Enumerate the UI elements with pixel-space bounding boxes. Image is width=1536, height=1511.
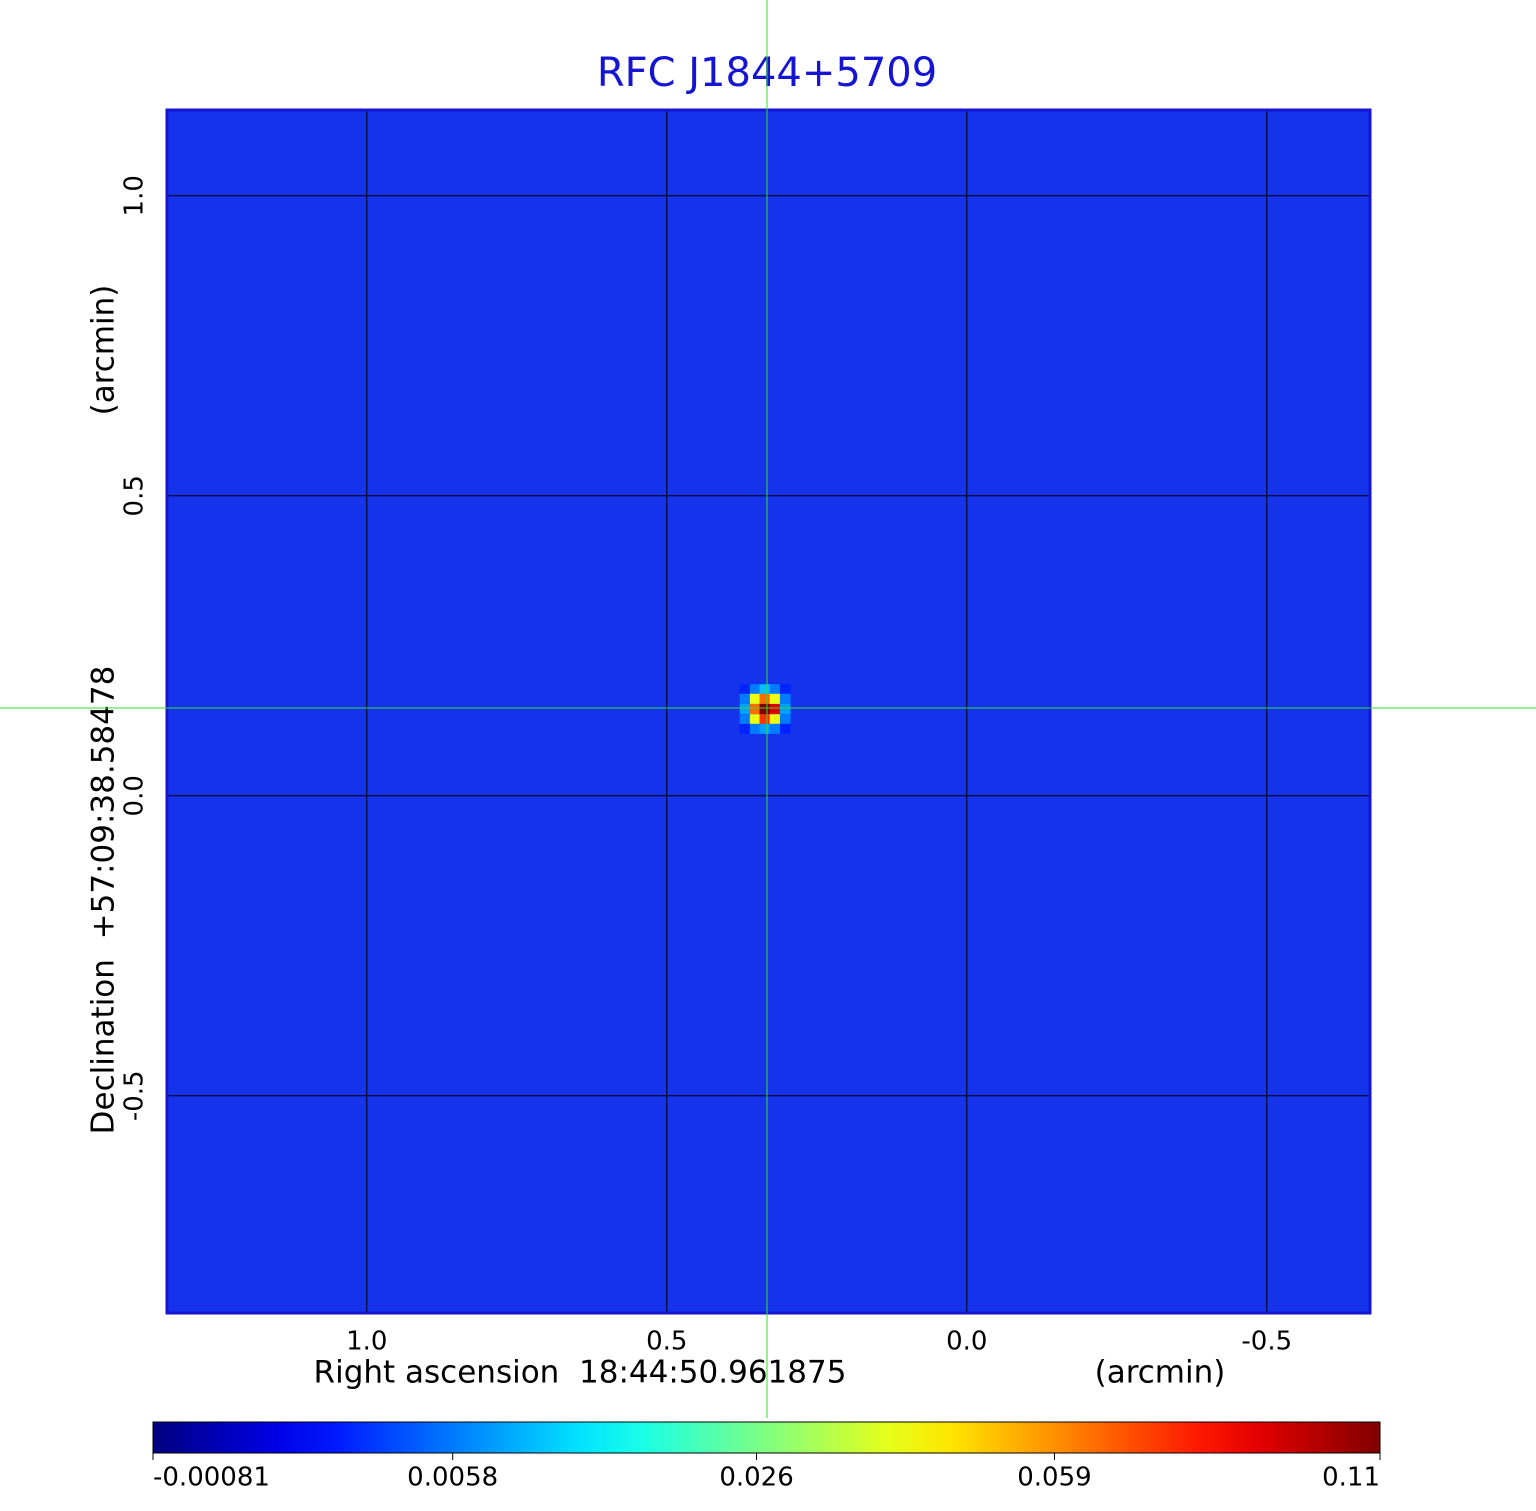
colorbar-tick-label: 0.0058 — [407, 1463, 498, 1493]
colorbar-tick-label: -0.00081 — [153, 1463, 270, 1493]
image-pixel — [749, 704, 761, 715]
image-pixel — [749, 684, 761, 695]
y-tick-label: 1.0 — [120, 175, 150, 216]
image-pixel — [779, 704, 791, 715]
image-pixel — [739, 684, 751, 695]
image-pixel — [759, 723, 771, 734]
x-axis-label: Right ascension 18:44:50.961875 — [314, 1355, 847, 1391]
colorbar — [152, 1421, 1381, 1454]
image-pixel — [759, 693, 771, 704]
colorbar-tick-label: 0.059 — [1017, 1463, 1091, 1493]
y-tick-label: 0.5 — [120, 475, 150, 516]
image-pixel — [739, 704, 751, 715]
x-axis-unit: (arcmin) — [1095, 1355, 1226, 1391]
y-axis-unit: (arcmin) — [86, 285, 122, 416]
image-pixel — [779, 723, 791, 734]
y-axis-label: Declination +57:09:38.58478 — [86, 666, 122, 1135]
image-pixel — [749, 723, 761, 734]
image-pixel — [739, 714, 751, 725]
image-pixel — [749, 714, 761, 725]
y-tick-label: -0.5 — [120, 1070, 150, 1121]
image-pixel — [759, 714, 771, 725]
x-tick-label: 0.5 — [646, 1327, 687, 1357]
image-pixel — [779, 714, 791, 725]
image-pixel — [739, 723, 751, 734]
image-pixel — [769, 714, 781, 725]
plot-frame — [165, 108, 1372, 1315]
x-tick-label: -0.5 — [1241, 1327, 1292, 1357]
image-pixel — [739, 693, 751, 704]
image-pixel — [769, 723, 781, 734]
colorbar-tick-label: 0.11 — [1322, 1463, 1380, 1493]
x-tick-label: 0.0 — [946, 1327, 987, 1357]
colorbar-tick-label: 0.026 — [719, 1463, 793, 1493]
image-pixel — [759, 704, 771, 715]
image-pixel — [759, 684, 771, 695]
x-tick-label: 1.0 — [346, 1327, 387, 1357]
y-tick-label: 0.0 — [120, 775, 150, 816]
image-pixel — [769, 693, 781, 704]
image-pixel — [749, 693, 761, 704]
image-pixel — [769, 704, 781, 715]
image-pixel — [779, 684, 791, 695]
image-pixel — [779, 693, 791, 704]
image-pixel — [769, 684, 781, 695]
